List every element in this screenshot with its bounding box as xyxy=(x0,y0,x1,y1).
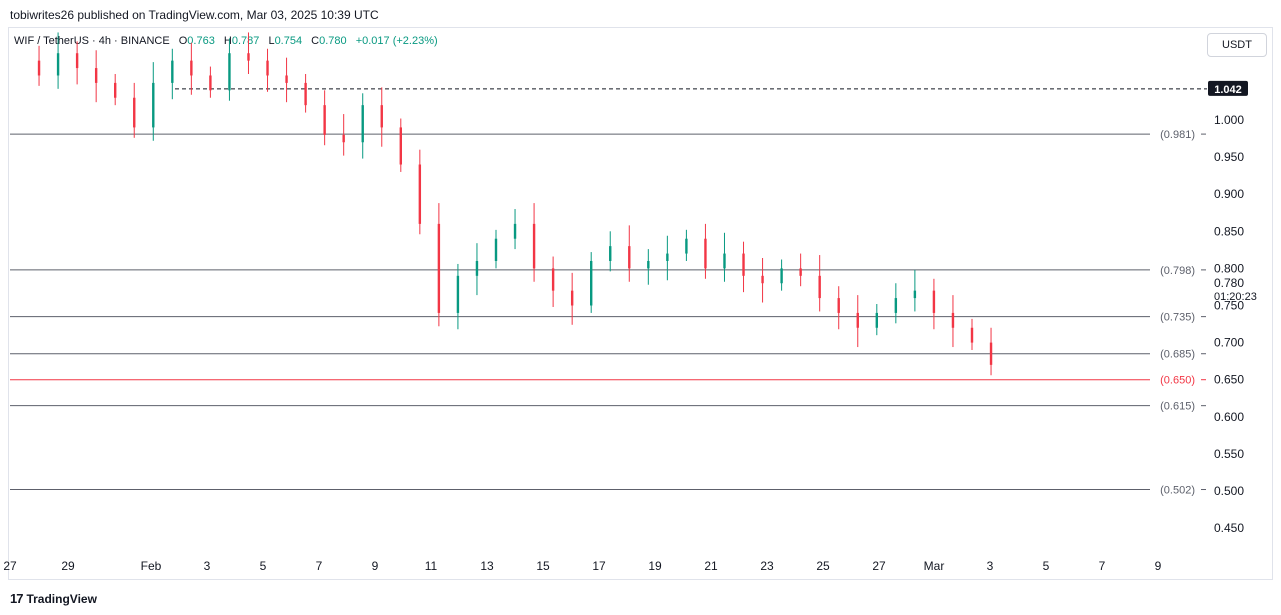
symbol-legend: WIF / TetherUS · 4h · BINANCE O0.763 H0.… xyxy=(14,35,438,47)
open-value: 0.763 xyxy=(187,35,215,47)
currency-button[interactable]: USDT xyxy=(1207,33,1267,57)
footer: 17 TradingView xyxy=(10,591,97,606)
close-value: 0.780 xyxy=(319,35,347,47)
chart-frame xyxy=(8,27,1273,580)
low-label: L xyxy=(268,35,275,47)
footer-brand: TradingView xyxy=(26,591,97,606)
high-label: H xyxy=(223,35,232,47)
change-value: +0.017 (+2.23%) xyxy=(355,35,438,47)
high-value: 0.787 xyxy=(231,35,260,47)
symbol-name[interactable]: WIF / TetherUS · 4h · BINANCE xyxy=(14,35,170,47)
publisher-line: tobiwrites26 published on TradingView.co… xyxy=(10,8,379,22)
tradingview-logo-icon: 17 xyxy=(10,591,24,606)
close-label: C xyxy=(311,35,320,47)
open-label: O xyxy=(178,35,188,47)
low-value: 0.754 xyxy=(274,35,303,47)
